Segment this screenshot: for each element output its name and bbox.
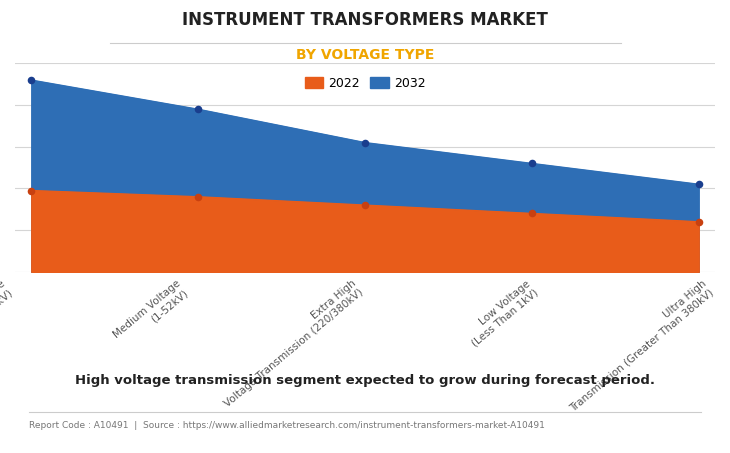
Point bbox=[26, 77, 37, 84]
Text: Ultra High
Transmission (Greater Than 380kV): Ultra High Transmission (Greater Than 38… bbox=[561, 279, 715, 414]
Text: High Voltage
Transmission (60/110 kV): High Voltage Transmission (60/110 kV) bbox=[0, 279, 15, 380]
Text: INSTRUMENT TRANSFORMERS MARKET: INSTRUMENT TRANSFORMERS MARKET bbox=[182, 11, 548, 29]
Text: Medium Voltage
(1-52kV): Medium Voltage (1-52kV) bbox=[112, 279, 190, 349]
Point bbox=[359, 202, 371, 209]
Point bbox=[526, 160, 538, 167]
Text: Extra High
Voltage Transmission (220/380kV): Extra High Voltage Transmission (220/380… bbox=[215, 279, 365, 410]
Point bbox=[359, 139, 371, 146]
Text: Report Code : A10491  |  Source : https://www.alliedmarketresearch.com/instrumen: Report Code : A10491 | Source : https://… bbox=[29, 421, 545, 430]
Point bbox=[192, 193, 204, 200]
Point bbox=[693, 181, 704, 188]
Text: BY VOLTAGE TYPE: BY VOLTAGE TYPE bbox=[296, 48, 434, 62]
Text: High voltage transmission segment expected to grow during forecast period.: High voltage transmission segment expect… bbox=[75, 374, 655, 387]
Point bbox=[192, 106, 204, 113]
Point bbox=[693, 218, 704, 226]
Point bbox=[26, 187, 37, 194]
Legend: 2022, 2032: 2022, 2032 bbox=[299, 72, 431, 95]
Point bbox=[526, 210, 538, 217]
Text: Low Voltage
(Less Than 1kV): Low Voltage (Less Than 1kV) bbox=[463, 279, 540, 349]
